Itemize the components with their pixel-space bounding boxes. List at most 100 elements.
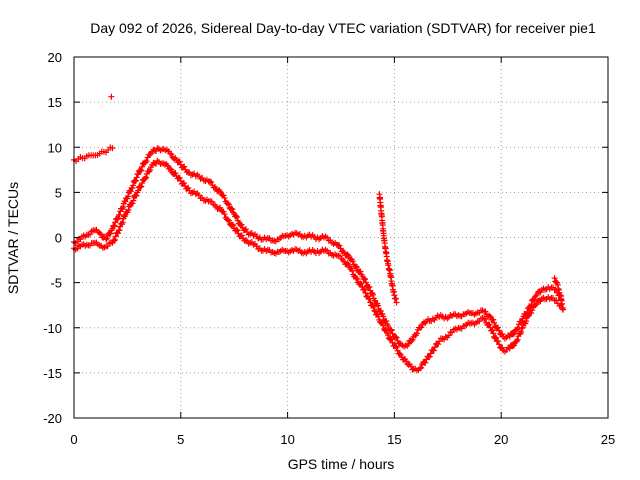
- data-point-fill: [85, 240, 95, 249]
- data-point-fill: [389, 282, 398, 295]
- data-point-fill: [271, 236, 281, 245]
- data-point-fill: [482, 316, 493, 328]
- data-point: [135, 187, 142, 194]
- data-point-fill: [341, 249, 352, 259]
- data-point-fill: [252, 231, 262, 242]
- data-point: [109, 145, 116, 152]
- data-point-fill: [303, 247, 313, 257]
- data-point-fill: [245, 230, 255, 238]
- y-tick-labels: -20 -15 -10 -5 0 5 10 15 20: [43, 50, 62, 426]
- x-tick-labels: 0 5 10 15 20 25: [70, 432, 615, 447]
- data-point-fill: [110, 214, 122, 230]
- data-point-fill: [391, 295, 400, 302]
- data-point-fill: [91, 239, 102, 248]
- data-point-fill: [533, 297, 544, 308]
- series-late-spike-23h: [551, 275, 567, 313]
- data-point-fill: [387, 272, 395, 287]
- data-point-fill: [91, 226, 102, 235]
- data-point: [506, 333, 513, 340]
- y-tick-label: 10: [48, 140, 62, 155]
- data-point-fill: [540, 285, 550, 293]
- y-axis-label: SDTVAR / TECUs: [5, 182, 21, 294]
- data-point-fill: [501, 344, 512, 355]
- data-point-fill: [142, 151, 153, 166]
- data-point-fill: [430, 340, 442, 354]
- data-point-fill: [72, 242, 82, 253]
- data-point-fill: [97, 231, 108, 241]
- data-point-fill: [322, 233, 332, 244]
- data-point-fill: [476, 307, 486, 316]
- data-point: [532, 302, 539, 309]
- x-tick-label: 20: [494, 432, 508, 447]
- data-point-fill: [399, 342, 409, 350]
- data-point: [384, 322, 391, 329]
- data-point-fill: [309, 232, 319, 243]
- y-tick-label: 0: [55, 231, 62, 246]
- data-point-fill: [296, 247, 307, 257]
- data-point-fill: [238, 221, 249, 234]
- data-point: [532, 293, 539, 300]
- x-axis-label: GPS time / hours: [288, 456, 395, 472]
- data-point-fill: [322, 246, 332, 257]
- data-point: [384, 331, 391, 338]
- data-point-fill: [412, 365, 422, 374]
- data-point-fill: [431, 312, 441, 323]
- data-point-fill: [168, 166, 179, 178]
- grid-lines: [74, 57, 608, 418]
- data-point-fill: [316, 233, 326, 243]
- data-point-fill: [469, 319, 480, 328]
- data-point-fill: [252, 240, 262, 253]
- data-point: [224, 216, 231, 223]
- data-point-fill: [385, 262, 393, 274]
- data-point-fill: [116, 213, 128, 234]
- data-point-fill: [207, 198, 217, 208]
- data-point: [506, 345, 513, 352]
- data-point-fill: [213, 203, 224, 212]
- data-point: [393, 299, 400, 306]
- data-point-fill: [494, 338, 506, 352]
- x-tick-label: 25: [601, 432, 615, 447]
- data-point-fill: [206, 178, 217, 191]
- y-tick-label: 5: [55, 185, 62, 200]
- data-point-fill: [98, 242, 108, 251]
- data-point-fill: [258, 234, 268, 243]
- data-point-fill: [303, 231, 313, 241]
- data-point-fill: [168, 151, 179, 162]
- data-point-fill: [552, 278, 560, 286]
- data-point-fill: [501, 332, 512, 342]
- data-point-fill: [372, 300, 384, 315]
- y-tick-label: -5: [50, 276, 62, 291]
- data-point: [135, 171, 142, 178]
- data-point-fill: [200, 196, 210, 204]
- data-point: [352, 275, 359, 282]
- data-point-fill: [380, 235, 389, 252]
- data-point-fill: [110, 229, 122, 244]
- data-point-fill: [155, 158, 166, 167]
- data-point-fill: [437, 335, 448, 343]
- x-tick-label: 10: [280, 432, 294, 447]
- data-point-fill: [360, 286, 371, 300]
- data-point-fill: [284, 232, 294, 240]
- data-point-fill: [328, 251, 339, 259]
- data-point-fill: [271, 248, 281, 257]
- chart-title: Day 092 of 2026, Sidereal Day-to-day VTE…: [90, 20, 596, 36]
- data-point-fill: [72, 235, 82, 247]
- data-point-fill: [405, 336, 416, 348]
- data-point-fill: [225, 201, 237, 216]
- data-point-fill: [553, 297, 563, 309]
- data-point: [108, 93, 115, 100]
- data-point: [96, 229, 103, 236]
- data-point-fill: [149, 146, 160, 155]
- data-point-fill: [213, 185, 224, 195]
- data-point-fill: [457, 311, 467, 320]
- data-point-fill: [378, 212, 387, 237]
- data-point-fill: [135, 176, 147, 191]
- data-point-fill: [85, 228, 95, 238]
- data-point-fill: [540, 294, 550, 303]
- data-point-fill: [556, 289, 564, 299]
- axis-ticks: [73, 56, 609, 419]
- y-tick-label: -10: [43, 321, 62, 336]
- data-point-fill: [418, 319, 429, 331]
- data-point-fill: [418, 359, 429, 371]
- series-short-arc-14h: [376, 191, 400, 306]
